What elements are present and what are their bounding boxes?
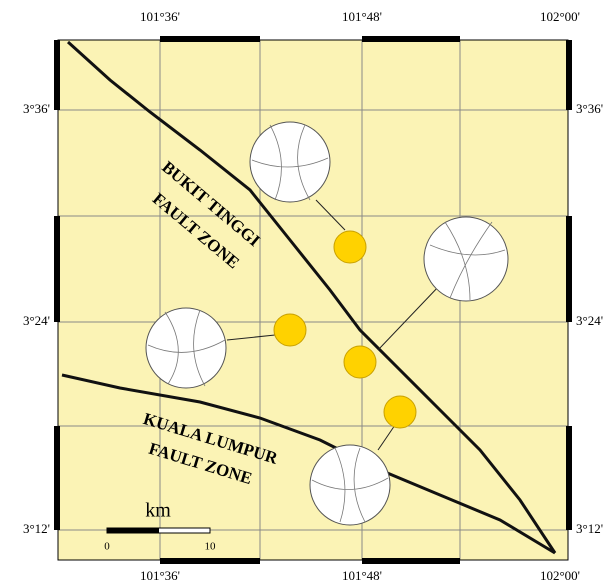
scale-bar	[106, 527, 211, 534]
scale-label: 0	[104, 541, 110, 553]
scale-unit: km	[145, 500, 171, 522]
connectors	[226, 199, 441, 451]
left-label: 3°36'	[23, 101, 50, 116]
scale-label: 10	[205, 541, 217, 553]
top-label: 101°36'	[140, 9, 180, 24]
bottom-label: 101°36'	[140, 568, 180, 583]
bottom-label: 101°48'	[342, 568, 382, 583]
frame	[54, 36, 572, 564]
fault-line	[61, 373, 556, 555]
right-label: 3°24'	[576, 313, 603, 328]
event-markers	[273, 230, 417, 429]
right-label: 3°12'	[576, 521, 603, 536]
top-label: 102°00'	[540, 9, 580, 24]
focal-mechanisms	[145, 121, 509, 526]
bottom-label: 102°00'	[540, 568, 580, 583]
right-label: 3°36'	[576, 101, 603, 116]
left-label: 3°12'	[23, 521, 50, 536]
fault-line	[66, 40, 557, 554]
left-label: 3°24'	[23, 313, 50, 328]
top-label: 101°48'	[342, 9, 382, 24]
